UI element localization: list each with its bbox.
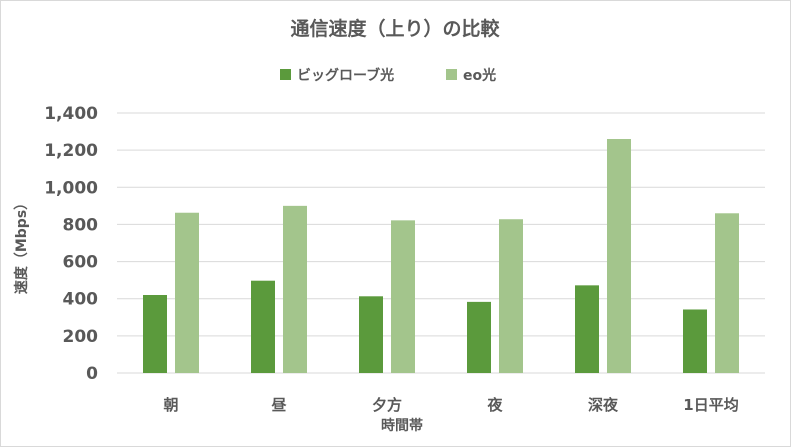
- y-axis-title: 速度（Mbps）: [13, 196, 30, 294]
- y-tick-label: 800: [63, 215, 99, 235]
- x-category-label: 夜: [486, 396, 503, 414]
- y-tick-label: 400: [63, 290, 99, 310]
- bar-eo-1: [283, 205, 307, 373]
- x-axis-categories: 朝 昼 夕方 夜 深夜 1日平均: [163, 396, 738, 414]
- x-axis-title: 時間帯: [381, 417, 423, 434]
- legend-swatch: [280, 69, 291, 80]
- y-tick-label: 1,400: [44, 104, 98, 124]
- gridlines: [117, 112, 765, 374]
- y-axis-ticks: 0 200 400 600 800 1,000 1,200 1,400: [44, 104, 98, 384]
- x-category-label: 朝: [163, 396, 178, 414]
- bar-biglobe-1: [251, 280, 275, 373]
- y-tick-label: 1,000: [44, 178, 98, 198]
- y-tick-label: 1,200: [44, 141, 98, 161]
- x-category-label: 1日平均: [683, 396, 738, 414]
- bar-eo-5: [715, 213, 739, 373]
- bar-eo-2: [391, 220, 415, 373]
- y-tick-label: 200: [63, 327, 99, 347]
- bar-eo-4: [607, 139, 631, 373]
- legend-label: ビッグローブ光: [297, 67, 394, 84]
- bar-biglobe-3: [467, 301, 491, 373]
- y-tick-label: 0: [86, 364, 98, 384]
- bar-biglobe-0: [143, 295, 167, 373]
- bar-biglobe-4: [575, 285, 599, 373]
- y-tick-label: 600: [63, 253, 99, 273]
- legend-label: eo光: [463, 67, 496, 84]
- bar-biglobe-5: [683, 309, 707, 373]
- bars: [143, 139, 739, 373]
- legend: ビッグローブ光 eo光: [280, 67, 496, 84]
- bar-eo-0: [175, 212, 199, 373]
- chart-title: 通信速度（上り）の比較: [290, 17, 500, 40]
- x-category-label: 夕方: [372, 396, 402, 414]
- legend-swatch: [446, 69, 457, 80]
- bar-eo-3: [499, 219, 523, 373]
- x-category-label: 昼: [271, 396, 286, 414]
- bar-biglobe-2: [359, 296, 383, 373]
- x-category-label: 深夜: [588, 396, 619, 414]
